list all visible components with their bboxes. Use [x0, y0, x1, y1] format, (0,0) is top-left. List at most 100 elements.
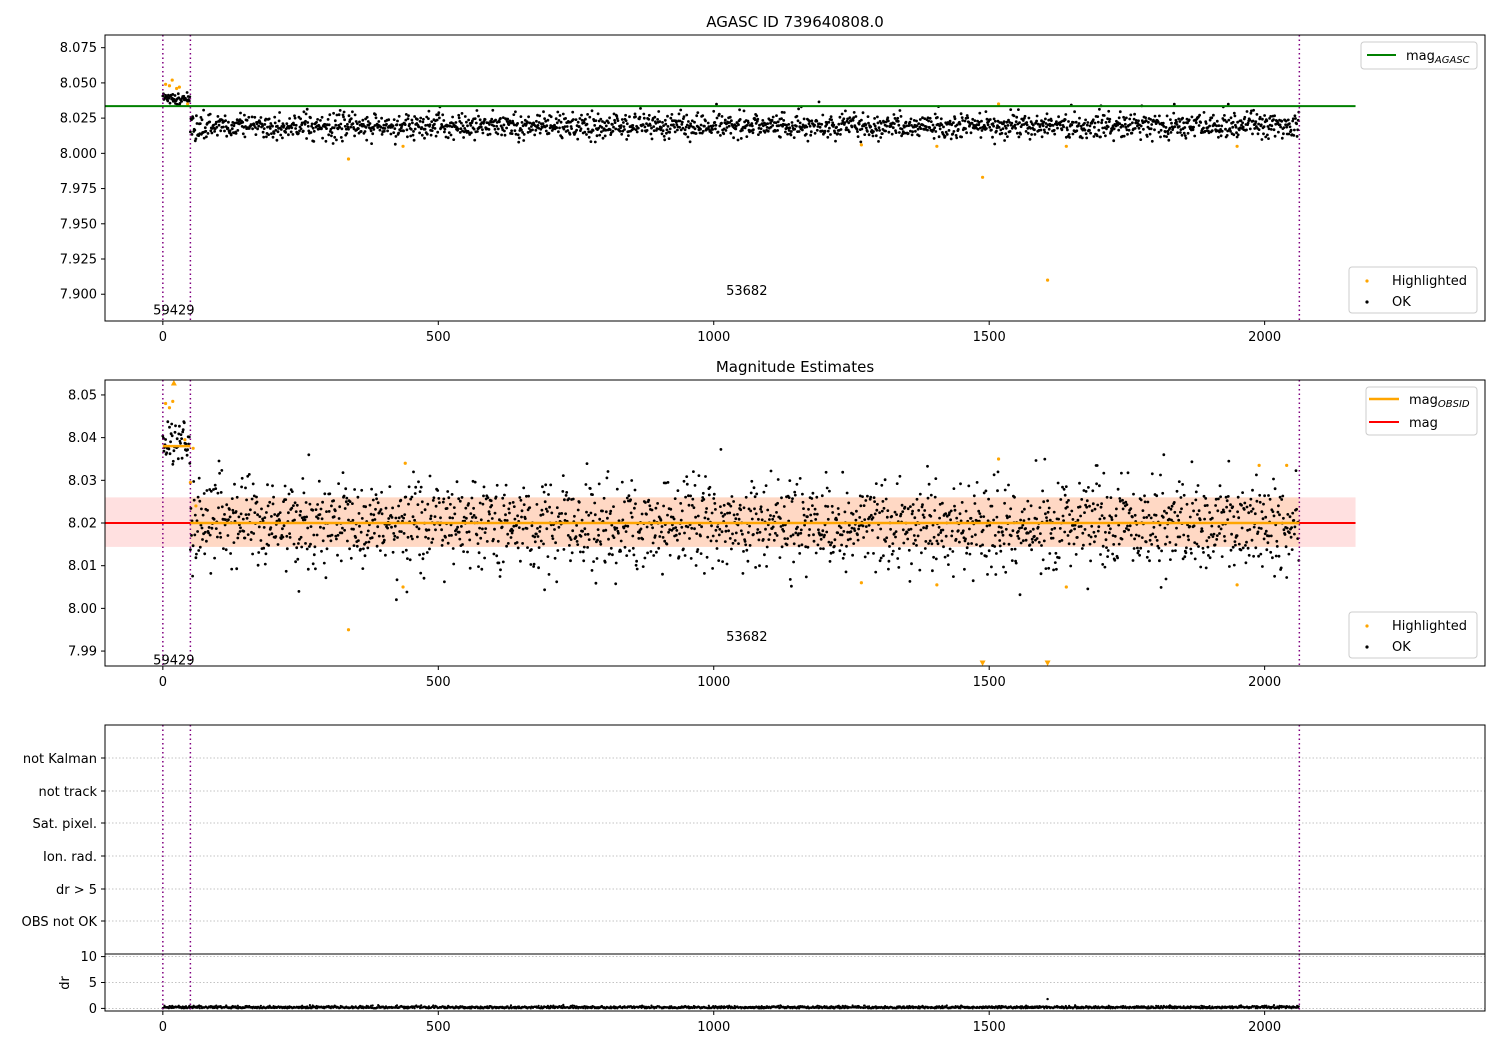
ok-point	[566, 129, 570, 132]
ok-point	[1254, 546, 1258, 550]
ok-point	[595, 134, 599, 138]
ok-point	[808, 528, 811, 531]
ok-point	[1099, 135, 1102, 139]
ok-point	[1241, 491, 1244, 494]
ok-point	[575, 128, 578, 132]
ok-point	[1160, 549, 1163, 553]
ok-point	[840, 112, 844, 116]
ok-point	[720, 115, 724, 118]
ok-point	[222, 547, 225, 550]
ok-point	[827, 120, 831, 124]
ok-point	[571, 497, 575, 501]
ok-point	[1129, 533, 1133, 537]
x-tick-label: 500	[426, 675, 451, 690]
ok-point	[864, 525, 868, 528]
ok-point	[985, 117, 989, 121]
ok-point	[1062, 125, 1065, 129]
ok-point	[979, 136, 983, 139]
ok-point	[393, 524, 397, 528]
ok-point	[534, 128, 538, 132]
legend-highlighted-marker	[1365, 279, 1369, 283]
flag-label: Sat. pixel.	[33, 817, 97, 832]
ok-point	[776, 129, 779, 132]
ok-point	[403, 123, 407, 126]
ok-point	[927, 542, 930, 545]
ok-point	[947, 129, 951, 132]
ok-point	[1215, 534, 1219, 537]
ok-point	[1209, 533, 1213, 536]
ok-point	[200, 118, 204, 122]
ok-point	[1089, 535, 1093, 539]
ok-point	[339, 559, 343, 563]
ok-point	[493, 527, 496, 531]
ok-point	[508, 119, 512, 123]
ok-point	[281, 122, 285, 126]
ok-point	[1018, 121, 1021, 125]
ok-point	[661, 129, 665, 133]
ok-point	[1021, 119, 1025, 122]
ok-point	[713, 121, 717, 124]
ok-point	[847, 121, 851, 125]
ok-point	[882, 554, 885, 558]
ok-point	[1006, 124, 1010, 127]
ok-point	[229, 552, 233, 555]
ok-point	[852, 111, 856, 114]
ok-point	[1286, 118, 1290, 122]
ok-point	[796, 525, 799, 529]
ok-point	[1031, 527, 1035, 531]
ok-point	[1009, 534, 1013, 538]
ok-point	[1085, 123, 1089, 127]
ok-point	[873, 117, 876, 120]
ok-point	[717, 559, 721, 562]
ok-point	[392, 538, 396, 541]
ok-point	[1124, 500, 1128, 504]
ok-point	[508, 511, 511, 515]
ok-point	[1035, 517, 1038, 521]
ok-point	[495, 124, 499, 128]
ok-point	[789, 534, 793, 538]
ok-point	[695, 550, 699, 553]
ok-point	[1040, 544, 1043, 547]
ok-point	[539, 513, 543, 517]
ok-point	[264, 117, 268, 121]
ok-point	[687, 494, 690, 498]
ok-point	[879, 527, 883, 531]
ok-point	[813, 123, 816, 127]
ok-point	[674, 533, 678, 537]
ok-point	[823, 533, 826, 537]
ok-point	[1197, 545, 1200, 548]
y-tick-label: 8.075	[60, 41, 97, 56]
ok-point	[1188, 515, 1192, 519]
ok-point	[509, 536, 513, 539]
ok-point	[410, 495, 414, 499]
ok-point	[1126, 132, 1129, 136]
ok-point	[1293, 114, 1297, 118]
ok-point	[245, 118, 249, 122]
ok-point	[741, 572, 745, 575]
ok-point	[666, 481, 670, 484]
ok-point	[1165, 511, 1168, 515]
ok-point	[817, 528, 820, 532]
ok-point	[1187, 538, 1190, 542]
ok-point	[996, 489, 999, 493]
ok-point	[1110, 516, 1113, 519]
ok-point	[972, 494, 976, 498]
ok-point	[481, 128, 484, 132]
ok-point	[771, 517, 775, 521]
ok-point	[306, 526, 310, 530]
ok-point	[908, 580, 912, 583]
ok-point	[714, 127, 717, 131]
ok-point	[1216, 509, 1220, 513]
ok-point	[457, 497, 461, 501]
ok-point	[1070, 123, 1074, 127]
ok-point	[164, 438, 168, 441]
ok-point	[279, 133, 283, 137]
ok-point	[1014, 561, 1018, 565]
ok-point	[1185, 502, 1189, 506]
ok-point	[1101, 563, 1105, 566]
ok-point	[829, 551, 833, 555]
ok-point	[263, 123, 267, 126]
ok-point	[563, 498, 566, 502]
ok-point	[635, 559, 638, 563]
ok-point	[1231, 120, 1235, 124]
